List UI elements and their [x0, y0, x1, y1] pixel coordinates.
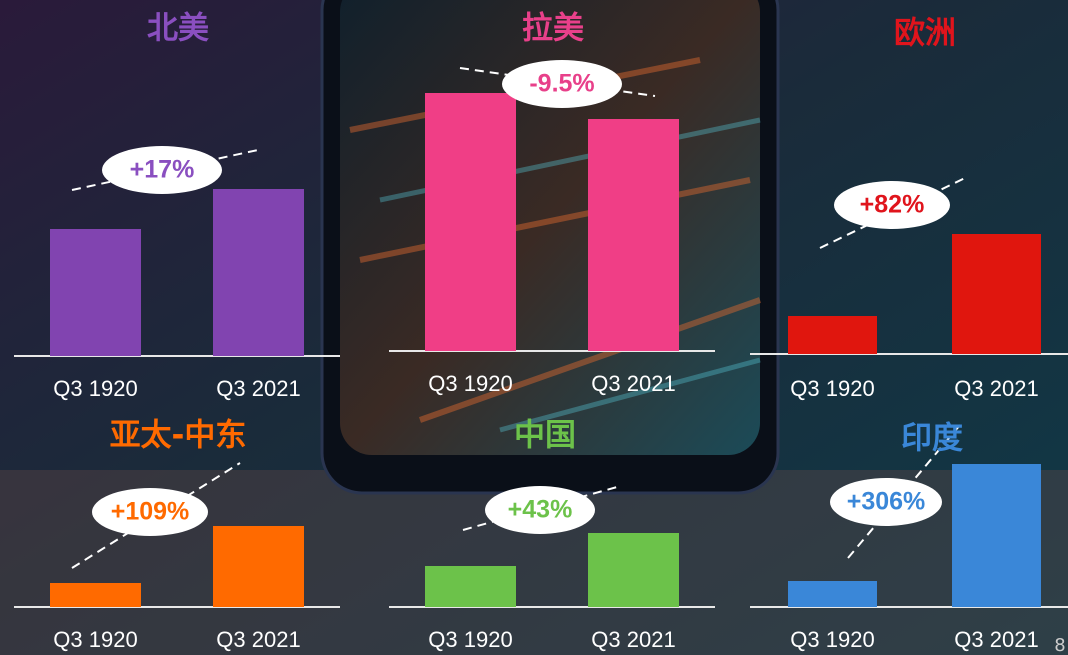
- bar: [788, 316, 877, 354]
- annotation: +109%: [111, 498, 190, 526]
- bar: [425, 566, 516, 607]
- x-tick-label: Q3 2021: [591, 627, 675, 652]
- x-tick-label: Q3 2021: [954, 627, 1038, 652]
- x-tick-label: Q3 1920: [790, 627, 874, 652]
- x-tick-label: Q3 1920: [53, 627, 137, 652]
- chart-title: 北美: [147, 11, 209, 47]
- bar: [588, 119, 679, 351]
- annotation: +17%: [130, 156, 195, 184]
- bar: [952, 464, 1041, 607]
- x-tick-label: Q3 2021: [954, 376, 1038, 401]
- x-tick-label: Q3 1920: [428, 627, 512, 652]
- chart-title: 亚太-中东: [110, 418, 247, 454]
- annotation-bubble: [834, 181, 950, 229]
- annotation-bubble: [92, 488, 208, 536]
- x-tick-label: Q3 2021: [216, 627, 300, 652]
- x-tick-label: Q3 1920: [428, 371, 512, 396]
- bar: [213, 189, 304, 356]
- bar: [50, 229, 141, 356]
- bar: [788, 581, 877, 607]
- x-tick-label: Q3 2021: [591, 371, 675, 396]
- chart-title: 印度: [901, 421, 963, 457]
- bar: [425, 93, 516, 351]
- chart-title: 拉美: [522, 11, 584, 47]
- annotation-bubble: [102, 146, 222, 194]
- bar: [50, 583, 141, 607]
- x-tick-label: Q3 1920: [53, 376, 137, 401]
- annotation: +82%: [860, 191, 925, 219]
- bar: [952, 234, 1041, 354]
- annotation: -9.5%: [529, 70, 594, 98]
- annotation-bubble: [502, 60, 622, 108]
- annotation: +306%: [847, 488, 926, 516]
- x-tick-label: Q3 2021: [216, 376, 300, 401]
- page-number: 8: [1054, 635, 1065, 655]
- x-tick-label: Q3 1920: [790, 376, 874, 401]
- annotation: +43%: [508, 496, 573, 524]
- chart-title: 欧洲: [894, 16, 956, 52]
- bar: [213, 526, 304, 607]
- trend-line: [71, 462, 241, 569]
- annotation-bubble: [485, 486, 595, 534]
- chart-title: 中国: [514, 418, 576, 454]
- annotation-bubble: [830, 478, 942, 526]
- bar: [588, 533, 679, 607]
